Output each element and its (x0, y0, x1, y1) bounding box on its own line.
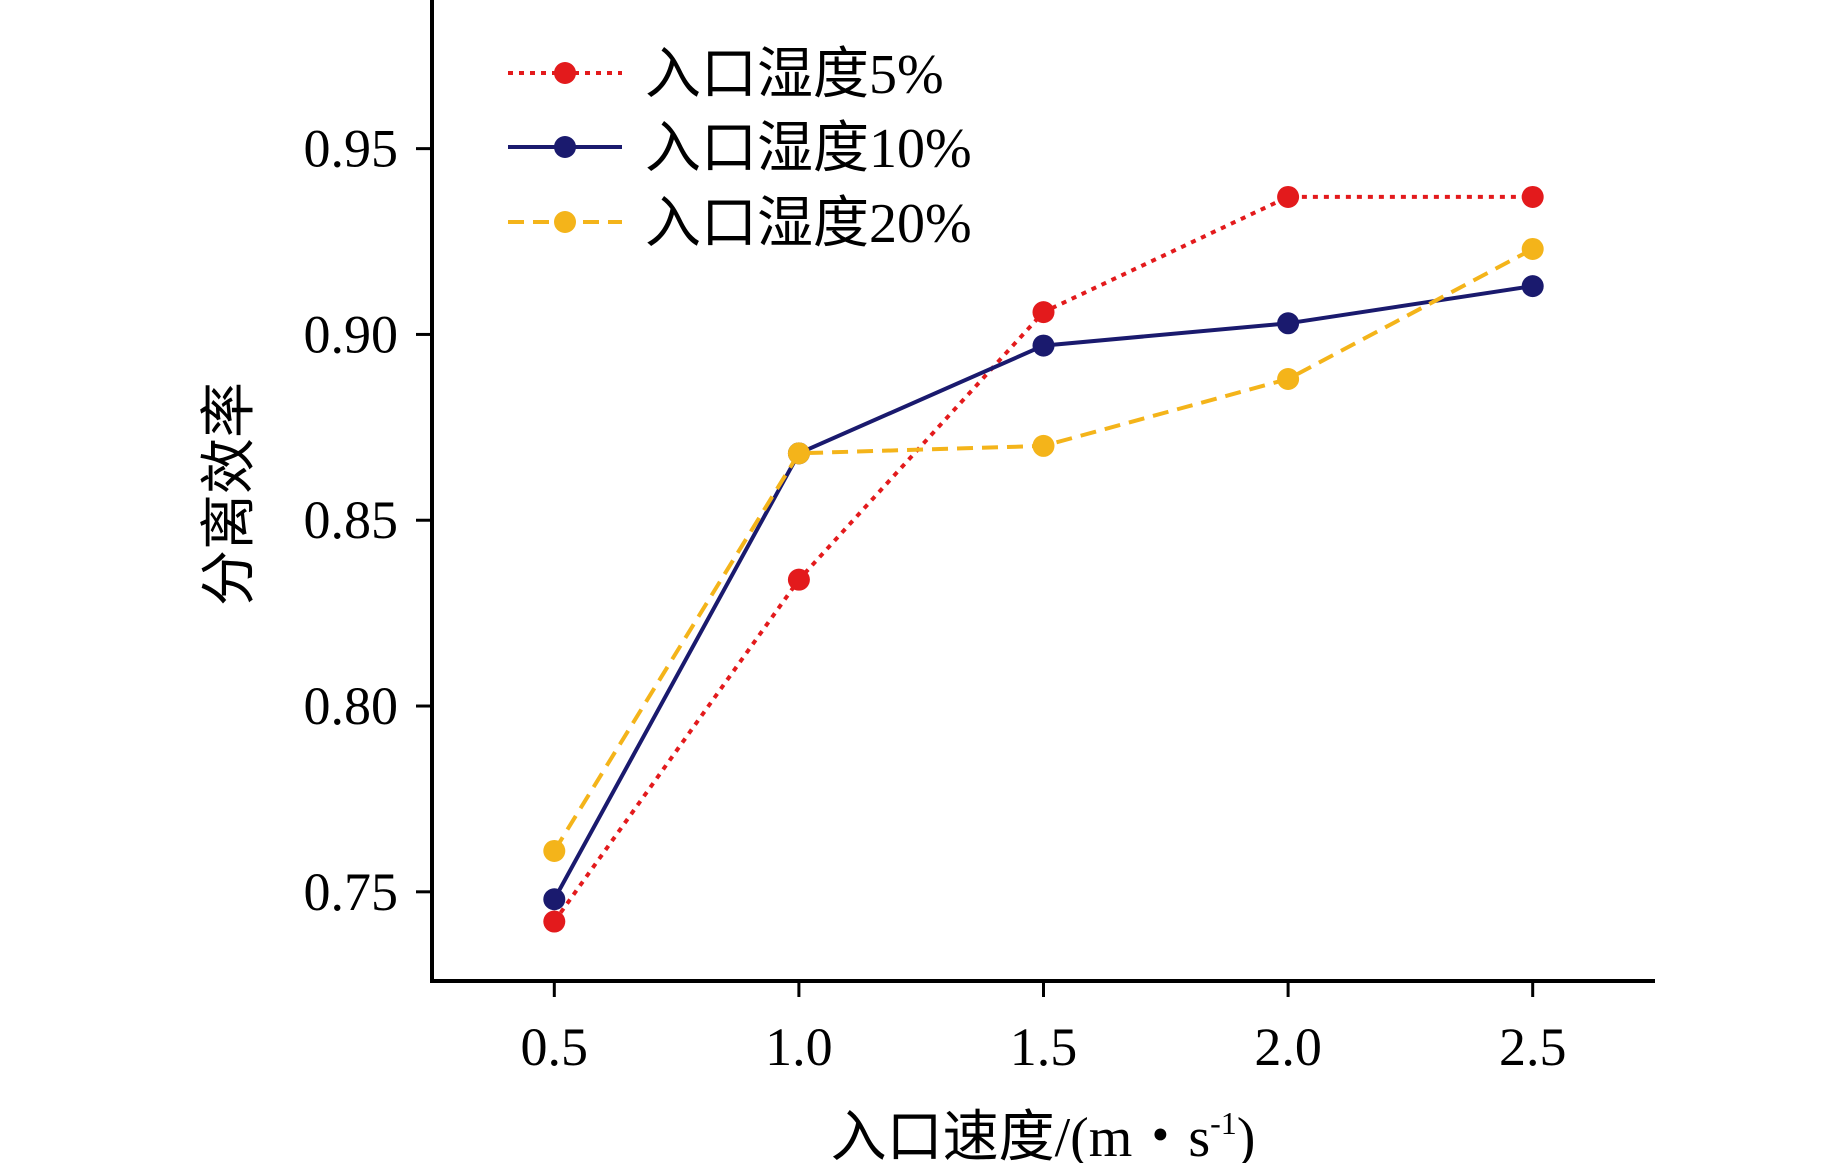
series-layer (543, 185, 1544, 933)
data-point (1032, 434, 1055, 457)
series-line (552, 284, 1534, 901)
legend-item: 入口湿度10% (508, 118, 972, 180)
data-point (1277, 368, 1300, 391)
data-point (1277, 185, 1300, 208)
x-axis-title: 入口速度/(m・s-1) (831, 1105, 1256, 1163)
data-point (1032, 334, 1055, 357)
y-tick-label: 0.80 (304, 676, 399, 736)
series-1 (543, 185, 1544, 933)
y-tick-label: 0.90 (304, 304, 399, 364)
x-tick-label: 1.0 (765, 1017, 833, 1077)
legend: 入口湿度5% 入口湿度10% 入口湿度20% (508, 44, 972, 255)
x-tick-label: 2.5 (1499, 1017, 1567, 1077)
x-tick-label: 0.5 (521, 1017, 589, 1077)
data-point (1277, 312, 1300, 335)
legend-marker (554, 136, 576, 158)
legend-label: 入口湿度10% (645, 118, 972, 180)
series-3 (543, 237, 1544, 862)
y-tick-label: 0.75 (304, 862, 399, 922)
legend-label: 入口湿度5% (645, 44, 944, 106)
data-point (1521, 237, 1544, 260)
data-point (1521, 185, 1544, 208)
x-tick-label: 1.5 (1010, 1017, 1078, 1077)
x-axis-title-close: ) (1237, 1107, 1256, 1163)
data-point (787, 568, 810, 591)
data-point (787, 442, 810, 465)
data-point (543, 910, 566, 933)
x-axis-title-superscript: -1 (1210, 1105, 1237, 1141)
ticks: 0.5 1.0 1.5 2.0 2.5 0.75 0.80 0.85 0.90 0.95 (304, 119, 1567, 1077)
legend-item: 入口湿度5% (508, 44, 944, 106)
data-point (1032, 301, 1055, 324)
legend-label: 入口湿度20% (645, 193, 972, 255)
x-tick-label: 2.0 (1254, 1017, 1322, 1077)
y-tick-label: 0.95 (304, 119, 399, 179)
data-point (543, 888, 566, 911)
axis-titles: 入口速度/(m・s-1) 分离效率 (199, 382, 1255, 1163)
legend-marker (554, 62, 576, 84)
y-tick-label: 0.85 (304, 490, 399, 550)
legend-item: 入口湿度20% (508, 193, 972, 255)
data-point (1521, 275, 1544, 298)
y-axis-title: 分离效率 (199, 382, 261, 606)
series-2 (543, 275, 1544, 911)
legend-marker (554, 211, 576, 233)
data-point (543, 839, 566, 862)
